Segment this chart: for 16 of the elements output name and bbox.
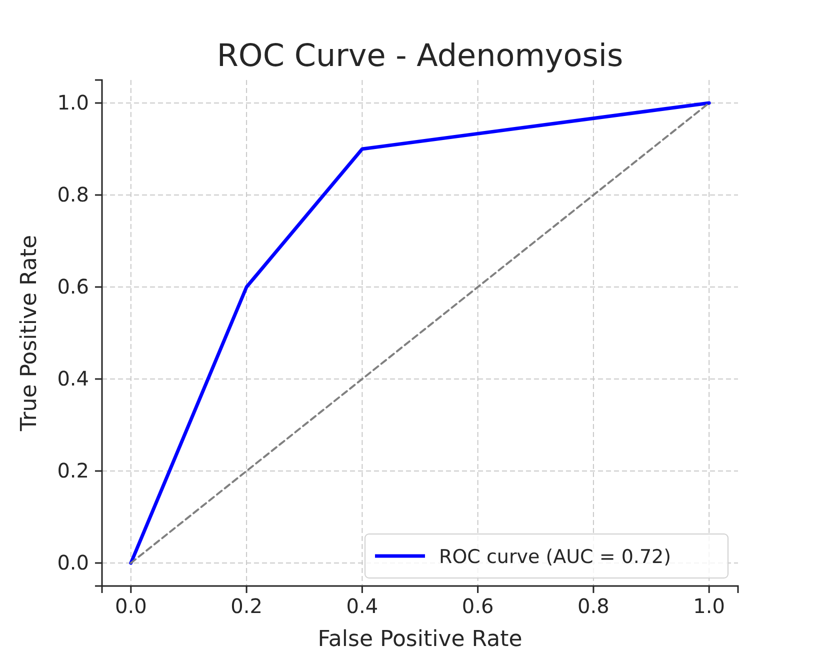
x-tick-label: 0.4	[346, 594, 378, 618]
x-tick-label: 0.6	[462, 594, 494, 618]
x-tick-label: 0.8	[578, 594, 610, 618]
y-tick-label: 1.0	[57, 90, 89, 114]
y-axis-title: True Positive Rate	[17, 235, 42, 432]
x-axis-title: False Positive Rate	[318, 627, 522, 652]
x-tick-label: 0.2	[230, 594, 262, 618]
x-tick-label: 0.0	[115, 594, 147, 618]
y-tick-label: 0.2	[57, 458, 89, 482]
x-tick-label: 1.0	[693, 594, 725, 618]
y-tick-label: 0.0	[57, 550, 89, 574]
y-tick-label: 0.4	[57, 366, 89, 390]
legend-label: ROC curve (AUC = 0.72)	[439, 546, 672, 568]
y-tick-label: 0.8	[57, 182, 89, 206]
chart-title: ROC Curve - Adenomyosis	[216, 38, 624, 74]
y-tick-label: 0.6	[57, 274, 89, 298]
